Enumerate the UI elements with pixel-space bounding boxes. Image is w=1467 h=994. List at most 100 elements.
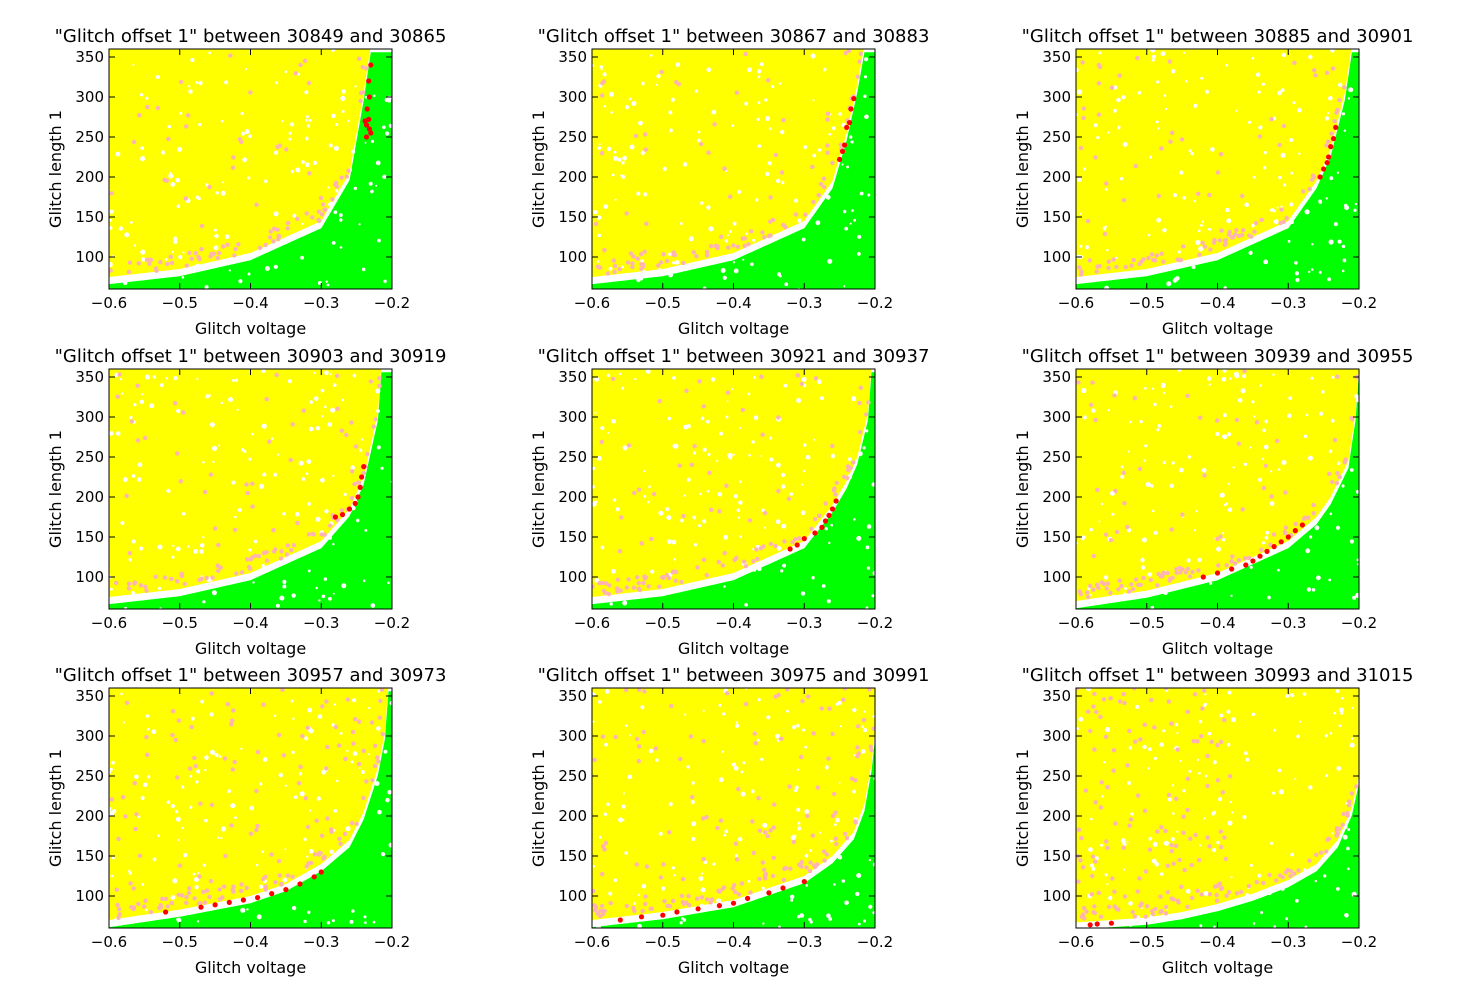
white-point xyxy=(1296,734,1300,739)
white-point xyxy=(706,67,712,73)
white-point xyxy=(864,57,869,62)
white-point xyxy=(865,545,870,550)
white-point xyxy=(1267,595,1271,600)
white-point xyxy=(1140,565,1146,570)
x-tick-label: −0.6 xyxy=(1058,294,1094,312)
pink-point xyxy=(739,881,745,886)
pink-point xyxy=(153,266,159,271)
pink-point xyxy=(858,51,863,56)
white-point xyxy=(801,237,806,242)
white-point xyxy=(230,803,236,809)
white-point xyxy=(658,510,664,516)
white-point xyxy=(200,699,205,704)
pink-point xyxy=(1306,515,1311,520)
white-point xyxy=(750,789,755,794)
pink-point xyxy=(116,915,121,920)
white-point xyxy=(753,415,759,420)
red-point xyxy=(1250,558,1256,564)
white-point xyxy=(1243,462,1248,466)
white-point xyxy=(621,265,624,269)
white-point xyxy=(1148,836,1153,841)
pink-point xyxy=(1092,904,1097,909)
white-point xyxy=(1248,250,1253,255)
pink-point xyxy=(1167,59,1173,64)
white-point xyxy=(1163,94,1167,97)
pink-point xyxy=(1122,894,1128,899)
pink-point xyxy=(358,90,364,96)
white-point xyxy=(214,753,219,757)
white-point xyxy=(641,884,647,889)
white-point xyxy=(133,244,137,247)
white-point xyxy=(175,177,181,183)
white-point xyxy=(1263,259,1269,265)
white-point xyxy=(1342,834,1348,840)
pink-point xyxy=(754,547,759,552)
y-tick-label: 100 xyxy=(558,568,587,586)
white-point xyxy=(1265,530,1270,535)
pink-point xyxy=(188,766,193,771)
red-point xyxy=(801,879,807,885)
white-point xyxy=(1150,49,1156,53)
white-point xyxy=(141,883,145,886)
white-point xyxy=(628,97,632,101)
white-point xyxy=(234,378,239,382)
x-tick-label: −0.3 xyxy=(303,614,339,632)
white-point xyxy=(670,97,675,102)
white-point xyxy=(109,218,112,222)
white-point xyxy=(1195,239,1201,246)
pink-point xyxy=(117,912,122,917)
white-point xyxy=(706,489,710,493)
white-point xyxy=(303,919,307,924)
white-point xyxy=(1178,467,1184,473)
pink-point xyxy=(1135,55,1140,61)
pink-point xyxy=(1215,778,1221,783)
pink-point xyxy=(377,376,382,381)
white-point xyxy=(190,57,195,63)
white-point xyxy=(1234,371,1239,377)
pink-point xyxy=(608,900,613,906)
pink-point xyxy=(217,896,223,902)
white-point xyxy=(1325,197,1329,200)
white-point xyxy=(1219,492,1225,498)
pink-point xyxy=(176,892,181,897)
white-point xyxy=(1330,418,1335,423)
white-point xyxy=(1230,594,1233,597)
pink-point xyxy=(170,732,175,738)
white-point xyxy=(377,809,382,815)
white-point xyxy=(1150,484,1154,488)
pink-point xyxy=(644,221,649,226)
pink-point xyxy=(701,856,706,862)
white-point xyxy=(1257,90,1261,94)
white-point xyxy=(1104,187,1108,191)
pink-point xyxy=(1196,191,1201,196)
white-point xyxy=(624,724,628,727)
pink-point xyxy=(1095,264,1100,269)
pink-point xyxy=(797,536,802,541)
white-point xyxy=(1280,205,1283,208)
pink-point xyxy=(746,242,751,247)
pink-point xyxy=(1181,830,1186,835)
white-point xyxy=(1308,455,1313,461)
white-point xyxy=(1216,840,1220,845)
pink-point xyxy=(776,692,781,698)
white-point xyxy=(1117,125,1121,130)
y-axis-label: Glitch length 1 xyxy=(46,430,65,548)
white-point xyxy=(383,749,388,754)
white-point xyxy=(775,733,780,739)
pink-point xyxy=(725,390,731,395)
pink-point xyxy=(821,184,827,190)
pink-point xyxy=(1161,570,1166,575)
white-point xyxy=(868,858,872,862)
white-point xyxy=(274,81,278,85)
yellow-region xyxy=(592,49,875,277)
white-point xyxy=(196,920,200,923)
pink-point xyxy=(724,691,730,696)
white-point xyxy=(740,770,744,774)
white-point xyxy=(1304,209,1310,215)
white-point xyxy=(307,707,313,713)
white-point xyxy=(826,599,831,604)
x-tick-label: −0.3 xyxy=(786,614,822,632)
white-point xyxy=(702,709,705,712)
white-point xyxy=(662,166,667,171)
pink-point xyxy=(684,388,689,393)
